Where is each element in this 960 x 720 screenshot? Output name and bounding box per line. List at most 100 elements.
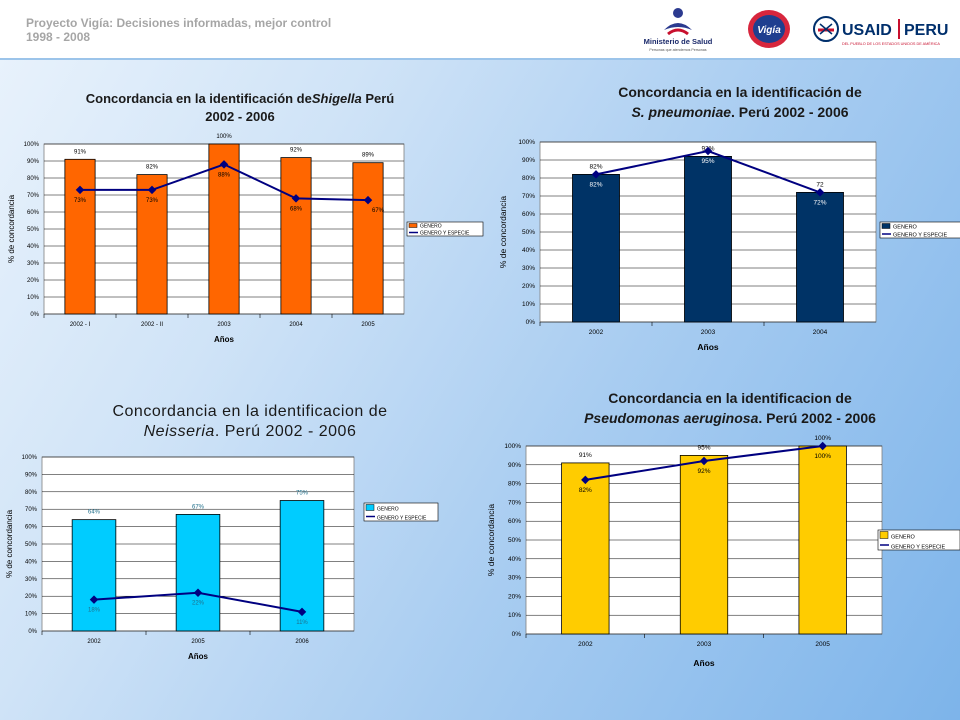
legend-label-genero-y-especie: GENERO Y ESPECIE — [377, 516, 427, 522]
chart-neisseria-title: Concordancia en la identificacion de Nei… — [40, 402, 460, 442]
y-tick-label: 80% — [25, 490, 38, 496]
y-axis-label: % de concordancia — [5, 509, 14, 578]
y-tick-label: 70% — [508, 499, 521, 506]
y-axis-label: % de concordancia — [7, 194, 16, 263]
y-tick-label: 0% — [30, 312, 39, 318]
x-tick-label: 2003 — [697, 641, 712, 648]
y-tick-label: 60% — [27, 210, 40, 216]
legend-box — [406, 221, 484, 237]
legend-label-genero-y-especie: GENERO Y ESPECIE — [420, 231, 470, 237]
chart-pneumoniae-title-part1: Concordancia en la identificación de — [618, 84, 862, 100]
legend-box — [363, 502, 439, 522]
bar-genero — [796, 192, 844, 323]
usaid-tagline: DEL PUEBLO DE LOS ESTADOS UNIDOS DE AMÉR… — [842, 41, 940, 46]
line-marker — [297, 607, 307, 617]
bar-genero — [136, 174, 168, 315]
x-tick-label: 2002 - I — [70, 322, 91, 328]
page-header: Proyecto Vigía: Decisiones informadas, m… — [0, 0, 960, 60]
chart-neisseria-title-organism: Neisseria — [143, 423, 215, 440]
chart-shigella-title-years: 2002 - 2006 — [205, 109, 275, 124]
y-tick-label: 0% — [512, 631, 522, 638]
y-tick-label: 40% — [27, 244, 40, 250]
y-tick-label: 50% — [508, 537, 521, 544]
x-tick-label: 2002 — [87, 639, 101, 645]
bar-data-label: 67% — [192, 504, 205, 510]
minsa-name: Ministerio de Salud — [644, 37, 713, 46]
line-marker — [363, 195, 373, 205]
usaid-logo: USAID PERU DEL PUEBLO DE LOS ESTADOS UNI… — [813, 16, 948, 46]
line-data-label: 88% — [218, 172, 231, 178]
line-data-label: 73% — [146, 198, 159, 204]
bar-data-label: 91% — [579, 452, 592, 459]
chart-pseudomonas-title: Concordancia en la identificacion de Pse… — [520, 388, 940, 428]
legend-swatch-genero — [408, 223, 418, 228]
y-tick-label: 30% — [522, 265, 535, 272]
x-tick-label: 2003 — [701, 329, 716, 336]
bar-genero — [175, 514, 221, 632]
header-years: 1998 - 2008 — [26, 30, 91, 44]
bar-data-label: 100% — [814, 435, 831, 442]
x-axis-label: Años — [188, 652, 209, 661]
chart-pneumoniae-title-part3: . Perú 2002 - 2006 — [731, 104, 849, 120]
y-tick-label: 80% — [522, 175, 535, 182]
legend-swatch-genero — [365, 504, 375, 511]
y-tick-label: 20% — [508, 593, 521, 600]
bar-genero — [798, 445, 847, 635]
vigia-logo: Vigía — [748, 10, 790, 48]
bar-data-label: 75% — [296, 491, 309, 497]
y-tick-label: 100% — [24, 142, 40, 148]
x-axis-label: Años — [214, 335, 235, 344]
bar-data-label: 82% — [146, 165, 159, 171]
bar-data-label: 91% — [74, 149, 87, 155]
bar-data-label: 89% — [362, 153, 375, 159]
y-tick-label: 50% — [522, 229, 535, 236]
vigia-name: Vigía — [757, 25, 781, 36]
line-data-label: 95% — [701, 158, 714, 165]
bar-genero — [71, 519, 117, 632]
y-tick-label: 0% — [526, 319, 536, 326]
chart-neisseria-title-part1: Concordancia en la identificacion de — [112, 403, 388, 420]
line-marker — [219, 160, 229, 169]
bar-data-label: 64% — [88, 510, 101, 516]
bar-genero — [572, 174, 620, 323]
y-tick-label: 10% — [25, 612, 38, 618]
y-tick-label: 100% — [518, 139, 535, 146]
chart-pneumoniae-title: Concordancia en la identificación de S. … — [540, 82, 940, 122]
bar-data-label: 82% — [589, 163, 602, 170]
y-tick-label: 30% — [25, 577, 38, 583]
usaid-country: PERU — [904, 22, 948, 39]
bar-data-label: 100% — [216, 134, 232, 140]
line-marker — [147, 185, 157, 195]
bar-genero — [208, 143, 240, 315]
usaid-name: USAID — [842, 22, 892, 39]
line-data-label: 100% — [814, 453, 831, 460]
y-tick-label: 50% — [27, 227, 40, 233]
chart-pneumoniae: 0% 10% 20% 30% 40% 50% 60% 70% 80% 90% 100% % de co… — [498, 139, 960, 352]
legend-label-genero: GENERO — [377, 507, 399, 513]
y-tick-label: 10% — [508, 612, 521, 619]
x-tick-label: 2004 — [289, 322, 303, 328]
y-tick-label: 0% — [28, 629, 37, 635]
y-tick-label: 60% — [522, 211, 535, 218]
y-tick-label: 90% — [508, 462, 521, 469]
chart-pseudomonas: 0% 10% 20% 30% 40% 50% 60% 70% 80% 90% 100% % de co… — [486, 435, 960, 668]
chart-neisseria: 0% 10% 20% 30% 40% 50% 60% 70% 80% 90% 100% % de co… — [5, 455, 439, 661]
y-tick-label: 80% — [27, 176, 40, 182]
y-tick-label: 30% — [27, 261, 40, 267]
legend-swatch-genero — [879, 531, 889, 539]
y-tick-label: 90% — [25, 472, 38, 478]
y-tick-label: 90% — [27, 159, 40, 165]
y-axis-label: % de concordancia — [498, 196, 508, 269]
chart-shigella-title-part3: Perú — [361, 91, 395, 106]
legend-box — [879, 221, 960, 239]
y-tick-label: 50% — [25, 542, 38, 548]
y-tick-label: 80% — [508, 481, 521, 488]
y-tick-label: 60% — [25, 525, 38, 531]
x-tick-label: 2002 — [589, 329, 604, 336]
line-data-label: 82% — [589, 181, 602, 188]
line-marker — [193, 588, 203, 597]
bar-genero — [280, 157, 312, 315]
chart-shigella: 0% 10% 20% 30% 40% 50% 60% 70% 80% 90% 100% % de co… — [7, 134, 484, 344]
line-data-label: 82% — [579, 487, 592, 494]
y-tick-label: 70% — [27, 193, 40, 199]
